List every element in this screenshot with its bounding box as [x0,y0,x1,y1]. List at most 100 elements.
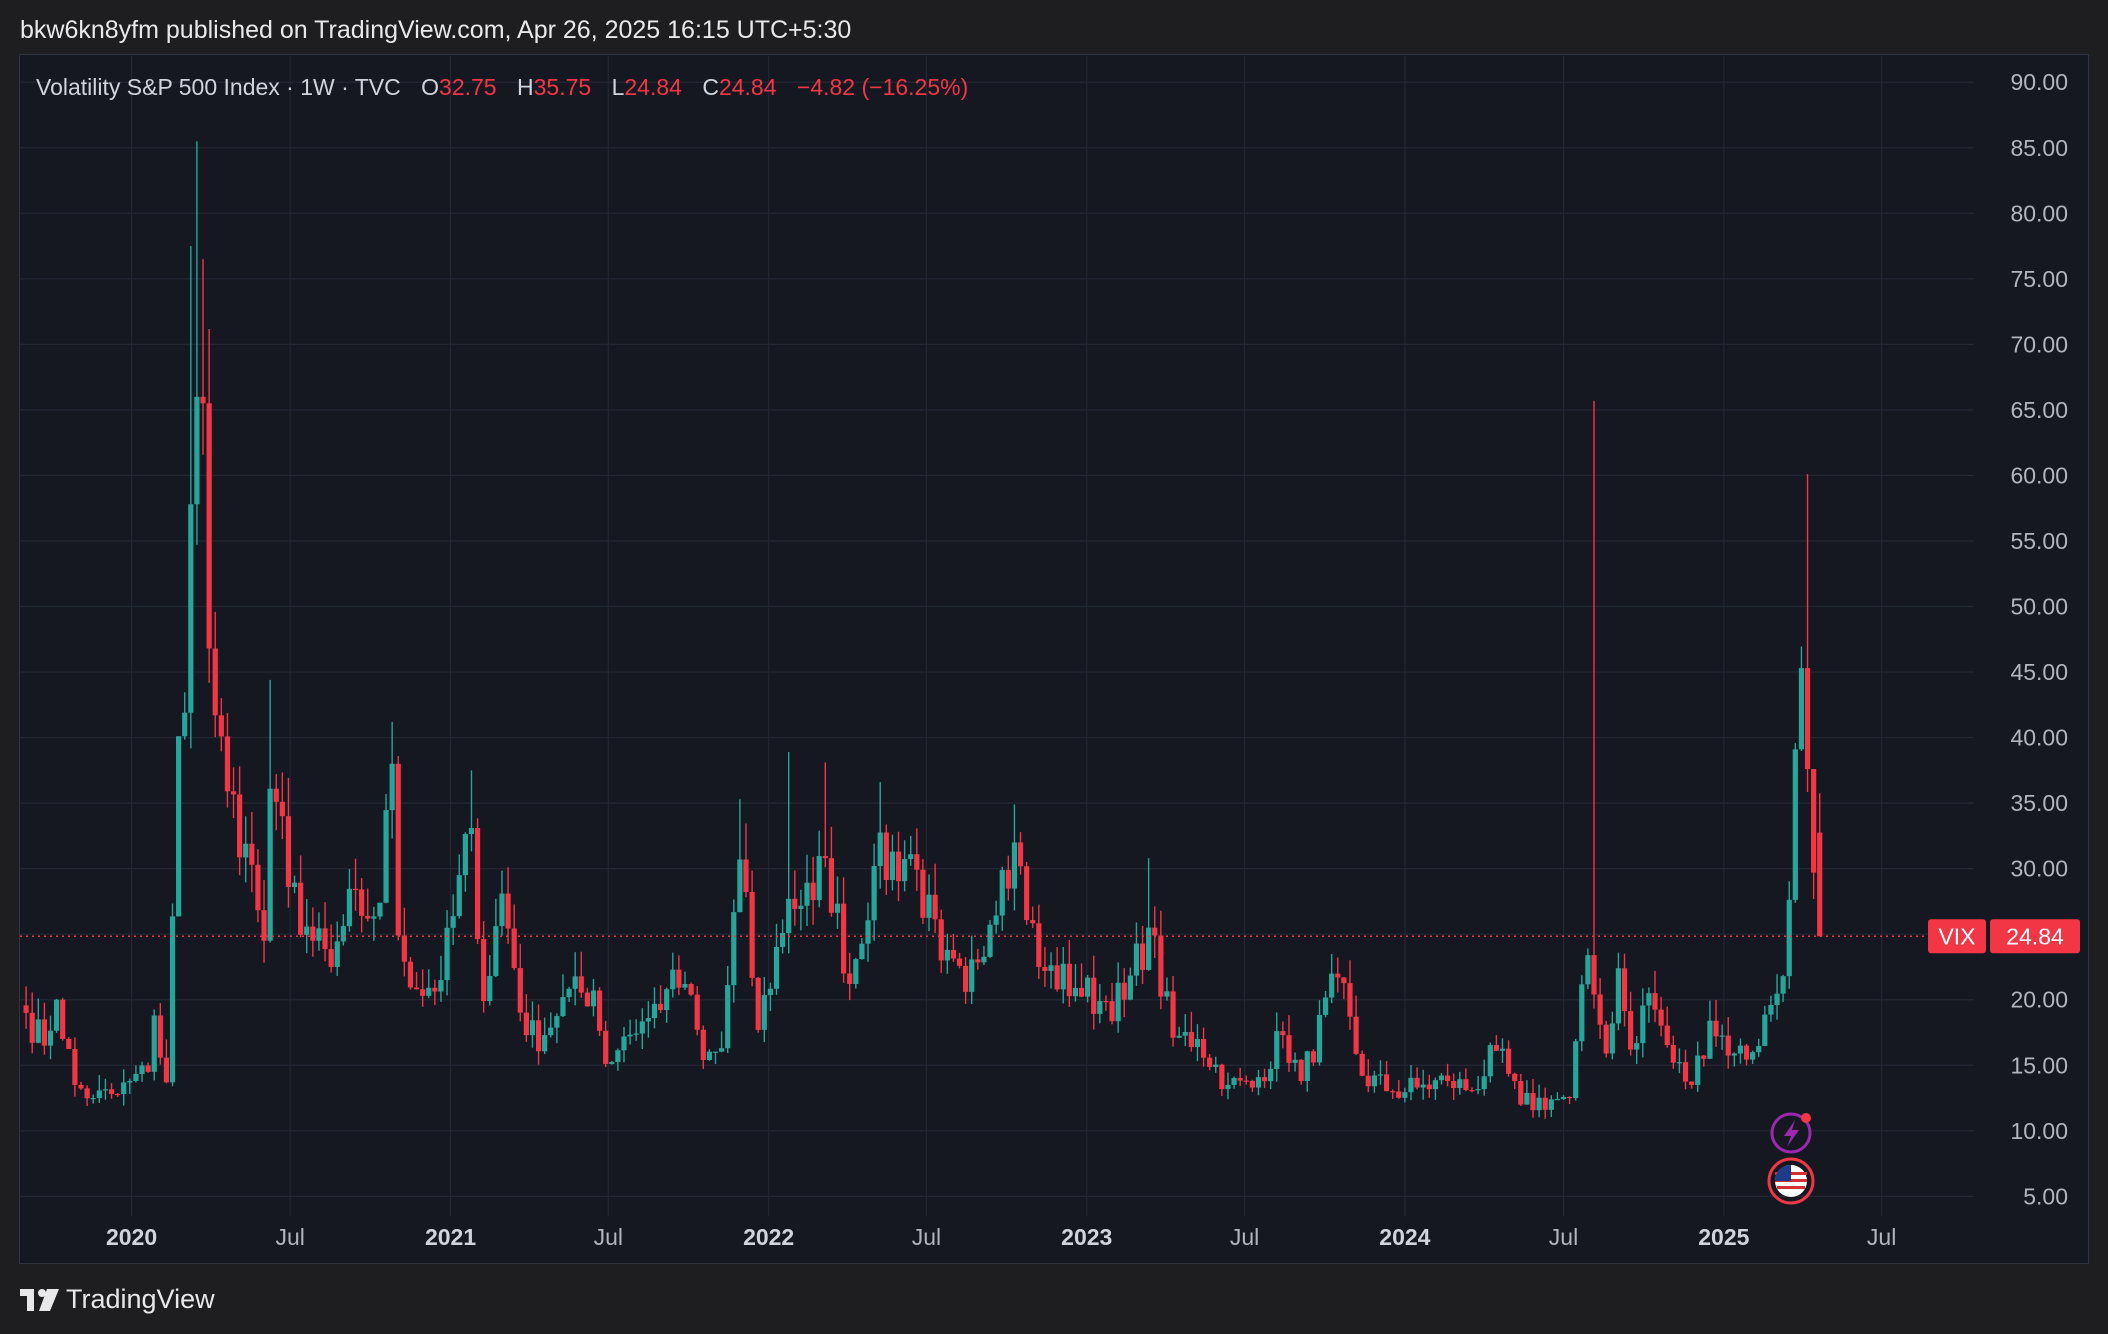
candle-body [535,1020,542,1052]
candle-body [108,1089,115,1094]
us-flag-event[interactable] [1767,1157,1815,1205]
candle-body [828,858,835,913]
candle-body [1811,769,1817,873]
candle-body [1579,984,1585,1042]
candle-body [1085,977,1091,997]
candle-body [1664,1025,1670,1046]
candle-body [1487,1045,1493,1077]
candle-body [1274,1031,1280,1069]
candle-body [1585,955,1591,985]
candle-body [194,396,200,505]
time-axis[interactable]: 2020 Jul 2021 Jul 2022 Jul 2023 Jul 2024 Jul 2025 J… [106,1224,1896,1250]
candle-body [1646,993,1652,1006]
candle-body [1164,991,1170,997]
low-label: L [611,74,625,100]
candle-body [1146,927,1152,970]
candle-body [1652,993,1658,1010]
candle-body [920,869,926,918]
candle-body [1335,973,1341,978]
candle-body [1756,1045,1762,1053]
candle-body [767,988,773,996]
candle-body [1603,1024,1609,1054]
y-tick-label: 60.00 [2010,462,2068,488]
candle-body [1133,943,1140,976]
candle-body [1390,1091,1396,1093]
candle-body [639,1021,645,1034]
candle-body [438,980,444,992]
candle-body [1426,1084,1432,1090]
candle-body [883,832,889,881]
candle-body [1451,1080,1457,1089]
candle-body [1804,668,1811,770]
candle-body [1530,1092,1536,1111]
candle-body [889,851,896,881]
x-tick-label: 2025 [1698,1224,1749,1250]
candle-body [1798,668,1805,750]
candle-body [78,1084,84,1089]
candle-body [1640,1005,1646,1044]
candle-body [224,736,231,792]
candle-body [127,1080,133,1083]
events-icon[interactable] [1770,1112,1812,1154]
candle-body [401,935,407,962]
price-tag-value: 24.84 [2006,923,2064,949]
candle-body [426,987,432,996]
candle-body [450,916,456,928]
chart-frame[interactable] [19,54,2089,1264]
candle-body [72,1048,78,1085]
candle-body [1444,1075,1451,1081]
y-tick-label: 80.00 [2010,200,2068,226]
y-tick-label: 30.00 [2010,856,2068,882]
y-tick-label: 10.00 [2010,1118,2068,1144]
candle-body [1036,923,1042,967]
candle-body [432,987,438,992]
symbol-legend[interactable]: Volatility S&P 500 Index · 1W · TVC O32.… [36,74,968,101]
candle-body [1304,1051,1310,1081]
last-price-tag: VIX 24.84 [1928,919,2080,954]
candle-body [1481,1076,1487,1090]
candle-body [1719,1035,1725,1037]
candle-body [816,856,822,901]
candle-body [346,888,353,927]
x-tick-label: 2023 [1061,1224,1112,1250]
candle-body [932,894,938,920]
candle-body [511,928,517,969]
candle-body [621,1036,627,1051]
candle-body [975,959,981,963]
candle-body [487,975,493,1002]
candle-body [1792,749,1798,900]
candle-body [1280,1031,1286,1036]
top-bar: bkw6kn8yfm published on TradingView.com,… [0,0,2108,54]
candle-body [1750,1052,1756,1060]
candle-body [243,843,249,858]
candle-body [499,893,505,927]
y-tick-label: 15.00 [2010,1052,2068,1078]
price-tag-value-bg [1990,919,2080,954]
candle-body [560,997,566,1017]
candle-body [1457,1079,1463,1089]
candle-body [176,736,182,917]
candle-body [645,1018,651,1022]
candle-body [1567,1096,1573,1099]
price-axis[interactable]: 5.0010.0015.0020.0025.0030.0035.0040.004… [2010,69,2068,1209]
candle-body [1524,1092,1530,1105]
candle-body [1030,920,1036,924]
candle-body [145,1065,151,1072]
candle-body [938,919,944,961]
candle-body [1127,975,1133,1000]
lightning-icon [1784,1120,1799,1147]
flag-canton [1775,1165,1791,1181]
candle-body [1115,982,1121,1022]
candle-body [481,939,487,1002]
x-tick-label: 2021 [425,1224,476,1250]
candle-body [731,912,737,986]
candle-body [261,910,267,941]
candle-body [1365,1075,1371,1087]
candle-body [950,949,957,959]
candle-body [1176,1035,1182,1038]
candle-body [1011,842,1018,889]
candle-body [66,1038,72,1049]
candle-body [664,989,670,1011]
candle-body [230,791,237,795]
